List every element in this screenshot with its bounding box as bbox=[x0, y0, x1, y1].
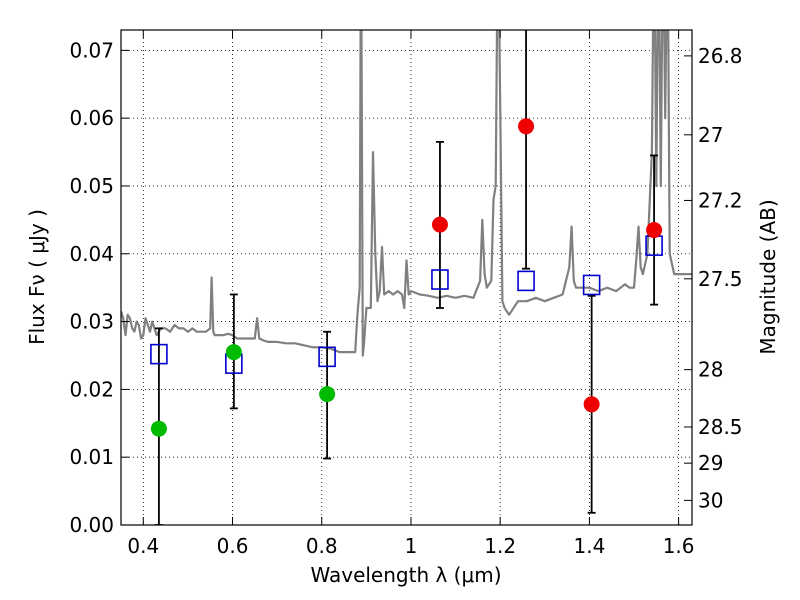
x-axis-label: Wavelength λ (μm) bbox=[310, 563, 501, 587]
y-tick-label: 0.05 bbox=[69, 174, 114, 198]
observed-flux-point bbox=[431, 216, 448, 233]
spectrum-line bbox=[121, 30, 692, 357]
x-tick-label: 0.6 bbox=[217, 534, 249, 558]
model-flux-square bbox=[517, 270, 535, 292]
y-tick-label: 0.01 bbox=[69, 445, 114, 469]
observed-flux-point bbox=[225, 344, 242, 361]
y-tick-label: 0.06 bbox=[69, 106, 114, 130]
observed-flux-point bbox=[150, 420, 167, 437]
right-tick-label: 29 bbox=[698, 451, 723, 475]
y-tick-label: 0.04 bbox=[69, 242, 114, 266]
observed-flux-point bbox=[319, 386, 336, 403]
x-tick-label: 1.6 bbox=[663, 534, 695, 558]
spectrum-layer bbox=[121, 30, 692, 357]
y-tick-label: 0.02 bbox=[69, 377, 114, 401]
x-tick-label: 0.8 bbox=[306, 534, 338, 558]
y-tick-label: 0.03 bbox=[69, 310, 114, 334]
y-axis-right-label: Magnitude (AB) bbox=[756, 199, 780, 354]
right-tick-label: 28.5 bbox=[698, 415, 743, 439]
grid bbox=[121, 30, 692, 526]
model-flux-square bbox=[318, 346, 336, 368]
x-tick-label: 0.4 bbox=[127, 534, 159, 558]
model-flux-square bbox=[150, 343, 168, 365]
plot-frame bbox=[120, 29, 693, 526]
x-tick-label: 1.4 bbox=[573, 534, 605, 558]
plot-area bbox=[121, 30, 692, 525]
x-tick-label: 1 bbox=[405, 534, 418, 558]
right-tick-label: 27 bbox=[698, 123, 723, 147]
x-tick-label: 1.2 bbox=[484, 534, 516, 558]
right-tick-label: 26.8 bbox=[698, 44, 743, 68]
tick-labels: 0.4 0.6 0.8 1 1.2 1.4 1.6 0.00 0.01 0.02 0.03 0.04 0… bbox=[69, 38, 742, 558]
right-tick-label: 30 bbox=[698, 488, 723, 512]
ticks bbox=[121, 30, 692, 526]
y-axis-label: Flux Fν ( μJy ) bbox=[25, 209, 49, 345]
right-tick-label: 27.2 bbox=[698, 188, 743, 212]
observed-flux-point bbox=[646, 222, 663, 239]
model-flux-square bbox=[582, 274, 601, 296]
model-flux-square bbox=[431, 269, 449, 290]
observed-flux-point bbox=[583, 396, 600, 413]
observed-flux-point bbox=[518, 118, 535, 135]
right-tick-label: 27.5 bbox=[698, 267, 743, 291]
marker-layer bbox=[150, 118, 663, 437]
y-tick-label: 0.00 bbox=[69, 513, 114, 537]
y-tick-label: 0.07 bbox=[69, 38, 114, 62]
right-tick-label: 28 bbox=[698, 358, 723, 382]
